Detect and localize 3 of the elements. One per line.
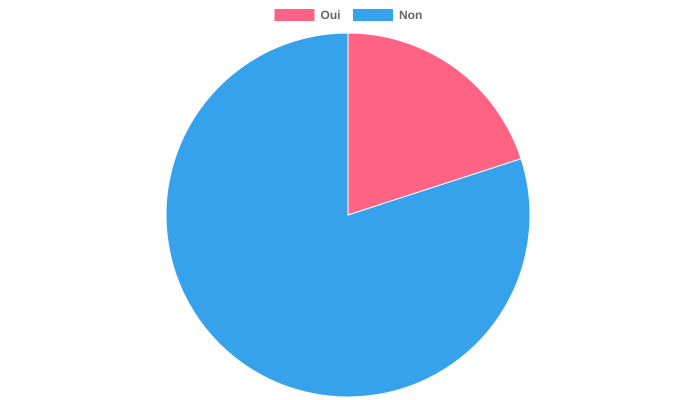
pie-slice (166, 32, 530, 398)
legend-label: Non (399, 8, 422, 22)
legend-label: Oui (320, 8, 340, 22)
